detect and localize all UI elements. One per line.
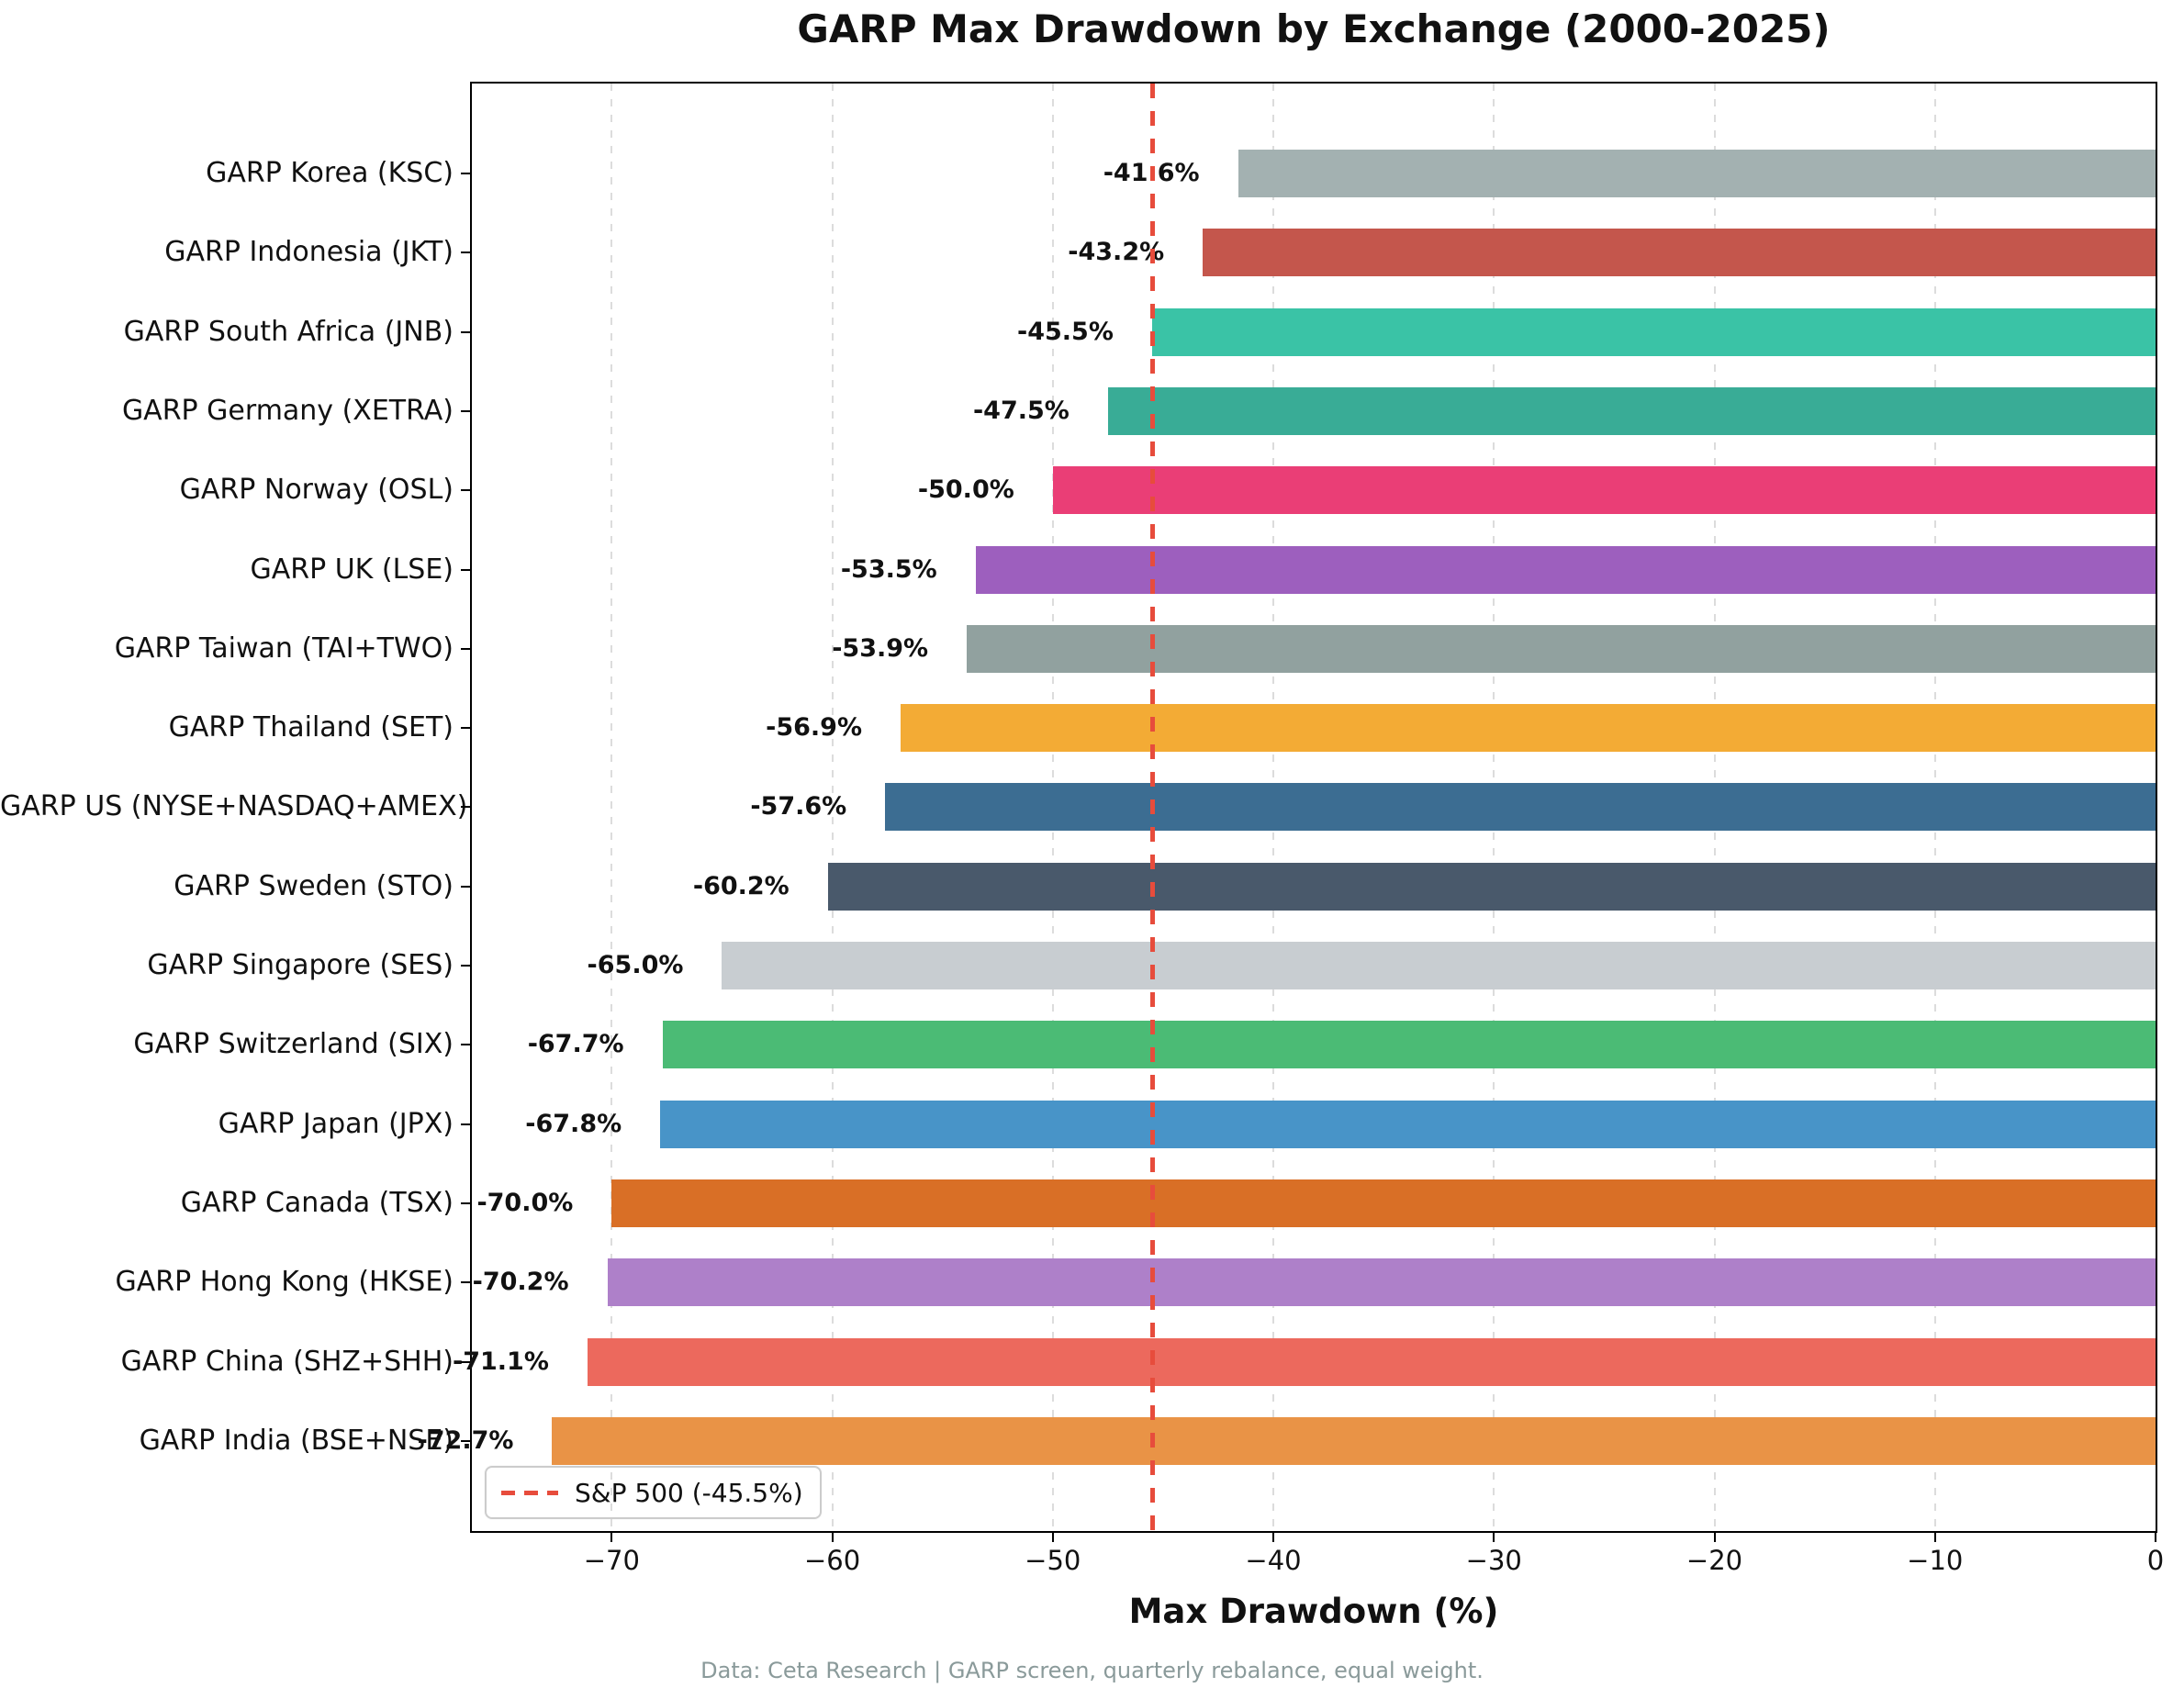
x-tick-label: −20 bbox=[1686, 1545, 1743, 1576]
y-axis-label: GARP India (BSE+NSE) bbox=[139, 1424, 454, 1457]
footer-caption: Data: Ceta Research | GARP screen, quart… bbox=[700, 1658, 1484, 1683]
x-tick-label: −30 bbox=[1465, 1545, 1522, 1576]
y-tick-mark bbox=[461, 1123, 470, 1125]
bar bbox=[967, 624, 2156, 673]
bar bbox=[552, 1416, 2156, 1465]
y-axis-label: GARP Hong Kong (HKSE) bbox=[115, 1266, 454, 1299]
x-tick-label: −60 bbox=[803, 1545, 861, 1576]
bar-value-label: -45.5% bbox=[1017, 317, 1114, 346]
x-tick-mark bbox=[1933, 1533, 1936, 1542]
bar bbox=[901, 704, 2156, 753]
y-tick-mark bbox=[461, 330, 470, 333]
sp500-reference-line bbox=[1149, 84, 1155, 1531]
bar bbox=[662, 1021, 2156, 1069]
y-tick-mark bbox=[461, 409, 470, 412]
bar bbox=[607, 1258, 2156, 1307]
x-tick-mark bbox=[1272, 1533, 1275, 1542]
bar bbox=[885, 783, 2156, 832]
bar-value-label: -43.2% bbox=[1068, 238, 1165, 267]
y-axis-label: GARP Sweden (STO) bbox=[174, 869, 454, 902]
y-tick-mark bbox=[461, 489, 470, 492]
y-tick-mark bbox=[461, 251, 470, 254]
y-axis-label: GARP UK (LSE) bbox=[250, 553, 454, 586]
bar-value-label: -47.5% bbox=[972, 396, 1070, 425]
bar bbox=[587, 1337, 2156, 1386]
y-tick-mark bbox=[461, 1439, 470, 1442]
y-axis-label: GARP Taiwan (TAI+TWO) bbox=[114, 632, 454, 665]
y-tick-mark bbox=[461, 727, 470, 730]
y-axis-label: GARP Indonesia (JKT) bbox=[164, 236, 454, 269]
chart-title: GARP Max Drawdown by Exchange (2000-2025… bbox=[797, 6, 1831, 51]
bar bbox=[975, 545, 2156, 594]
y-tick-mark bbox=[461, 1281, 470, 1284]
bar-value-label: -65.0% bbox=[587, 951, 684, 979]
x-tick-label: −10 bbox=[1907, 1545, 1964, 1576]
bar-value-label: -70.0% bbox=[476, 1188, 574, 1217]
gridline bbox=[610, 84, 613, 1531]
x-tick-mark bbox=[610, 1533, 613, 1542]
y-axis-label: GARP Norway (OSL) bbox=[179, 474, 454, 507]
bar-value-label: -67.8% bbox=[525, 1109, 622, 1138]
y-tick-mark bbox=[461, 1360, 470, 1363]
x-tick-mark bbox=[1051, 1533, 1054, 1542]
gridline bbox=[831, 84, 834, 1531]
bar bbox=[1107, 386, 2156, 435]
y-axis-label: GARP Thailand (SET) bbox=[168, 711, 454, 744]
y-tick-mark bbox=[461, 965, 470, 967]
bar bbox=[660, 1100, 2156, 1148]
bar bbox=[1052, 466, 2156, 515]
y-axis-label: GARP Singapore (SES) bbox=[147, 949, 454, 981]
bar-value-label: -70.2% bbox=[472, 1268, 569, 1297]
y-axis-label: GARP US (NYSE+NASDAQ+AMEX) bbox=[0, 790, 468, 823]
bar-value-label: -67.7% bbox=[527, 1030, 624, 1059]
y-axis-label: GARP Japan (JPX) bbox=[218, 1107, 454, 1140]
y-tick-mark bbox=[461, 806, 470, 809]
legend: S&P 500 (-45.5%) bbox=[485, 1466, 822, 1519]
y-tick-mark bbox=[461, 647, 470, 650]
legend-dashed-line-swatch bbox=[501, 1490, 558, 1495]
bar bbox=[722, 942, 2156, 989]
x-tick-label: −50 bbox=[1025, 1545, 1081, 1576]
y-axis-label: GARP China (SHZ+SHH) bbox=[120, 1345, 454, 1378]
bar-value-label: -53.9% bbox=[832, 633, 929, 663]
y-tick-mark bbox=[461, 1044, 470, 1046]
y-tick-mark bbox=[461, 885, 470, 888]
y-tick-mark bbox=[461, 1202, 470, 1204]
bar bbox=[1203, 229, 2156, 277]
x-tick-label: −70 bbox=[583, 1545, 640, 1576]
x-tick-mark bbox=[2155, 1533, 2156, 1542]
x-tick-label: 0 bbox=[2146, 1545, 2165, 1576]
x-tick-mark bbox=[1713, 1533, 1716, 1542]
x-tick-label: −40 bbox=[1245, 1545, 1302, 1576]
plot-area: S&P 500 (-45.5%) -41.6%-43.2%-45.5%-47.5… bbox=[418, 82, 2157, 1533]
bar-value-label: -53.5% bbox=[840, 554, 937, 584]
y-tick-mark bbox=[461, 568, 470, 571]
bar-value-label: -56.9% bbox=[766, 713, 863, 743]
bar bbox=[827, 862, 2156, 911]
y-axis-label: GARP Canada (TSX) bbox=[180, 1186, 454, 1219]
y-axis-label: GARP Korea (KSC) bbox=[206, 157, 454, 189]
bar bbox=[611, 1179, 2156, 1227]
bar-value-label: -50.0% bbox=[917, 475, 1014, 505]
bar-value-label: -57.6% bbox=[750, 792, 847, 822]
y-axis-label: GARP Germany (XETRA) bbox=[121, 394, 454, 427]
y-axis-label: GARP South Africa (JNB) bbox=[123, 315, 454, 348]
y-axis-label: GARP Switzerland (SIX) bbox=[133, 1028, 454, 1061]
x-tick-mark bbox=[1493, 1533, 1495, 1542]
bar bbox=[1151, 307, 2156, 356]
bar bbox=[1238, 150, 2156, 197]
x-axis-title: Max Drawdown (%) bbox=[1128, 1592, 1499, 1631]
y-tick-mark bbox=[461, 173, 470, 174]
bar-value-label: -60.2% bbox=[692, 871, 790, 900]
legend-label: S&P 500 (-45.5%) bbox=[575, 1477, 803, 1508]
x-tick-mark bbox=[831, 1533, 834, 1542]
